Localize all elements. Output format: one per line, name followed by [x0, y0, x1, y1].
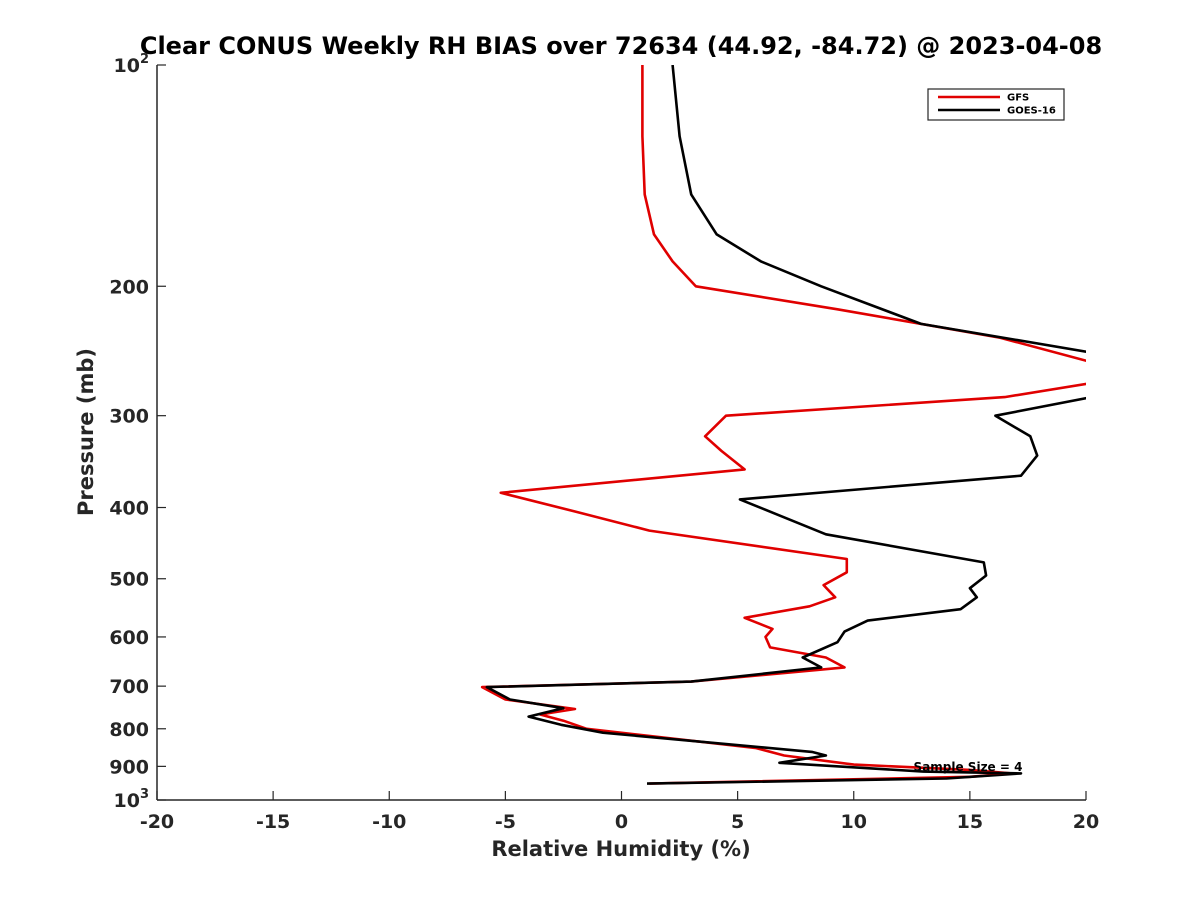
x-tick-label: -10	[372, 811, 406, 833]
y-tick-label: 400	[109, 498, 149, 520]
y-ticks: 102 200 300 400 500 600 700 800 900 103	[109, 52, 166, 812]
y-tick-label: 800	[109, 719, 149, 741]
legend-box	[927, 88, 1065, 121]
y-tick-label: 300	[109, 406, 149, 428]
y-tick-label: 102	[114, 52, 150, 77]
x-axis-label: Relative Humidity (%)	[491, 837, 750, 861]
y-tick-label: 600	[109, 627, 149, 649]
sample-size-annotation: Sample Size = 4	[914, 760, 1023, 774]
legend-label-gfs: GFS	[1007, 93, 1029, 104]
legend-label-goes16: GOES-16	[1007, 106, 1056, 117]
series-line-gfs	[480, 65, 1086, 785]
x-tick-label: 15	[957, 811, 983, 833]
y-tick-label: 500	[109, 569, 149, 591]
x-tick-label: -20	[140, 811, 174, 833]
y-axis-label: Pressure (mb)	[74, 348, 98, 516]
series-lines	[480, 65, 1086, 785]
y-tick-label: 900	[109, 756, 149, 778]
y-tick-label: 200	[109, 276, 149, 298]
x-tick-label: 5	[731, 811, 744, 833]
chart-title: Clear CONUS Weekly RH BIAS over 72634 (4…	[140, 32, 1102, 60]
x-tick-label: 0	[615, 811, 628, 833]
x-tick-label: 10	[841, 811, 867, 833]
x-tick-label: -15	[256, 811, 290, 833]
x-ticks: -20 -15 -10 -5 0 5 10 15 20	[140, 791, 1099, 833]
x-tick-label: -5	[495, 811, 516, 833]
y-tick-label: 700	[109, 676, 149, 698]
y-tick-label: 103	[114, 787, 150, 812]
legend: GFS GOES-16	[927, 88, 1065, 121]
x-tick-label: 20	[1073, 811, 1099, 833]
series-line-goes16	[485, 65, 1086, 785]
